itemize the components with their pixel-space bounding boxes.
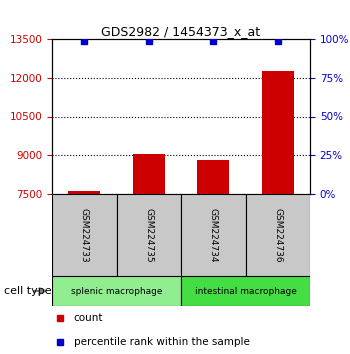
Text: cell type: cell type	[4, 286, 51, 296]
Bar	[197, 160, 229, 194]
Bar	[181, 194, 245, 276]
Text: intestinal macrophage: intestinal macrophage	[195, 286, 296, 296]
Text: GSM224734: GSM224734	[209, 208, 218, 262]
Bar	[68, 191, 100, 194]
Bar	[133, 154, 165, 194]
Text: GSM224736: GSM224736	[273, 208, 282, 262]
Text: percentile rank within the sample: percentile rank within the sample	[74, 337, 249, 347]
Bar	[117, 194, 181, 276]
Bar	[52, 194, 117, 276]
Text: GSM224735: GSM224735	[144, 208, 153, 262]
Bar	[245, 194, 310, 276]
Bar	[52, 276, 181, 306]
Title: GDS2982 / 1454373_x_at: GDS2982 / 1454373_x_at	[102, 25, 260, 38]
Text: splenic macrophage: splenic macrophage	[71, 286, 162, 296]
Bar	[262, 71, 294, 194]
Text: count: count	[74, 313, 103, 323]
Bar	[181, 276, 310, 306]
Text: GSM224733: GSM224733	[80, 208, 89, 262]
